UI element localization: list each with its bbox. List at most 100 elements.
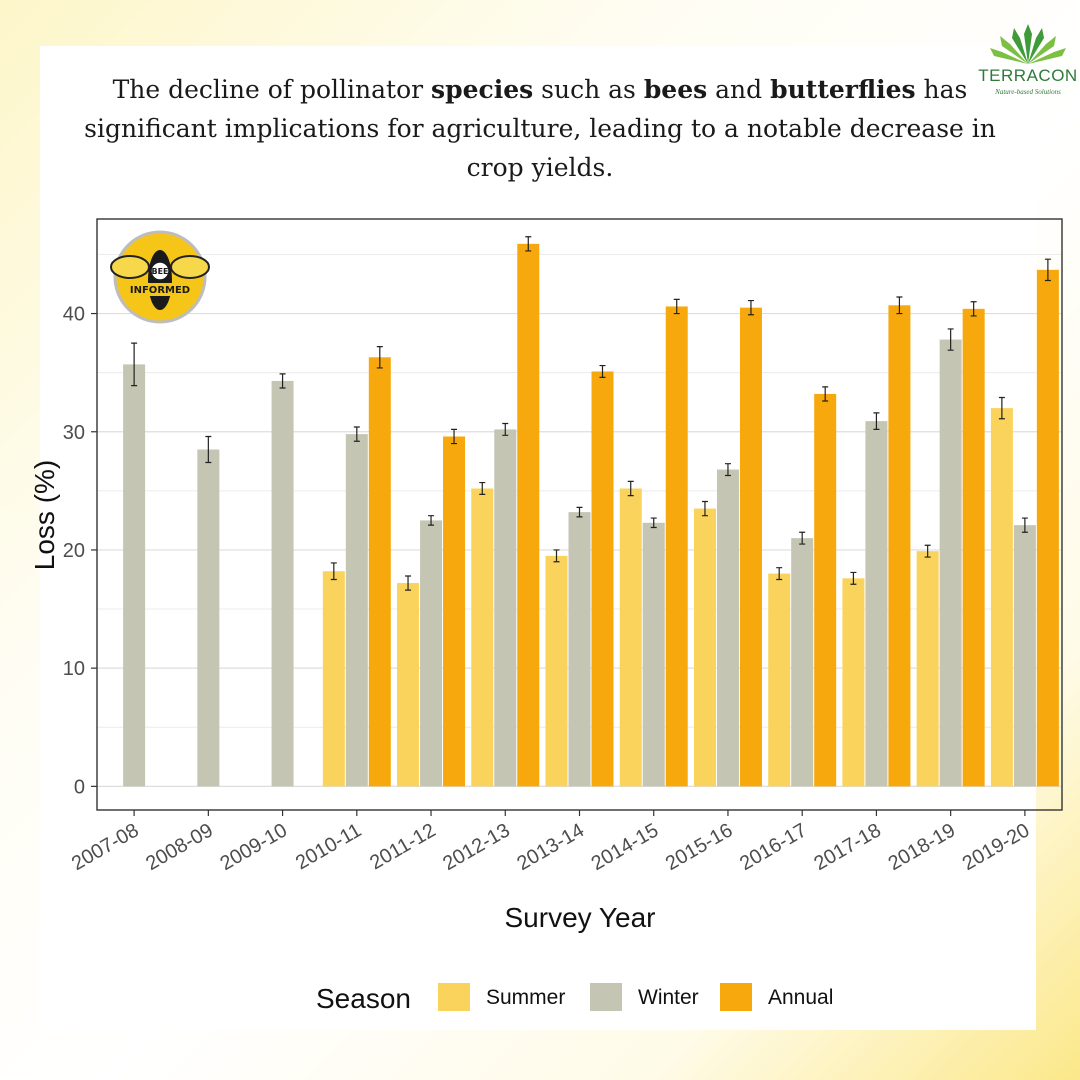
headline: The decline of pollinator species such a… (84, 75, 996, 182)
error-bar (724, 463, 731, 477)
leaf-icon (990, 24, 1066, 64)
terracon-logo: TERRACON Nature-based Solutions (978, 20, 1078, 102)
error-bar (947, 328, 954, 351)
x-tick-label: 2013-14 (513, 819, 588, 875)
error-bar (479, 481, 486, 496)
bar-winter (1013, 525, 1036, 787)
error-bar (970, 301, 977, 317)
error-bar (405, 575, 412, 591)
bar-annual (665, 306, 688, 787)
bar-winter (271, 380, 294, 787)
error-bar (799, 531, 806, 545)
bar-annual (962, 308, 985, 787)
error-bar (673, 298, 680, 315)
error-bar (998, 396, 1005, 420)
legend-label-winter: Winter (638, 986, 699, 1009)
y-axis-label: Loss (%) (29, 460, 60, 570)
x-tick-label: 2017-18 (810, 819, 885, 875)
x-tick-label: 2007-08 (68, 819, 143, 875)
bar-annual (517, 243, 540, 787)
bar-annual (739, 307, 762, 787)
y-tick-label: 30 (63, 422, 85, 444)
bar-winter (791, 538, 814, 787)
x-tick-label: 2011-12 (366, 819, 439, 874)
error-bar (873, 412, 880, 430)
error-bar (627, 480, 634, 497)
badge-line1: BEE (151, 267, 168, 276)
bar-winter (568, 512, 591, 787)
error-bar (502, 422, 509, 436)
legend-label-summer: Summer (486, 986, 565, 1009)
bar-winter (197, 449, 220, 787)
x-tick-label: 2014-15 (588, 819, 663, 875)
bar-annual (888, 305, 911, 787)
bar-summer (619, 488, 642, 787)
y-tick-label: 0 (74, 776, 85, 798)
legend-swatch-winter (590, 983, 622, 1011)
y-tick-label: 20 (63, 540, 85, 562)
error-bar (599, 364, 606, 378)
x-tick-label: 2015-16 (662, 819, 737, 875)
bar-winter (123, 364, 146, 787)
bar-summer (397, 583, 420, 787)
bar-annual (591, 371, 614, 787)
bar-summer (990, 408, 1013, 787)
error-bar (822, 386, 829, 402)
bar-summer (768, 573, 791, 787)
bar-annual (368, 357, 391, 787)
legend-label-annual: Annual (768, 986, 833, 1009)
error-bar (701, 500, 708, 517)
error-bar (576, 506, 583, 518)
error-bar (451, 428, 458, 445)
error-bar (776, 567, 783, 581)
bar-winter (494, 429, 517, 787)
bee-wing-left-icon (110, 255, 150, 279)
x-tick-label: 2009-10 (217, 819, 292, 875)
legend-swatch-summer (438, 983, 470, 1011)
error-bar (747, 299, 754, 316)
legend: Season Summer Winter Annual (316, 983, 833, 1014)
bar-summer (693, 508, 716, 787)
bar-summer (471, 488, 494, 787)
bee-informed-badge: BEE INFORMED (110, 230, 210, 324)
x-tick-label: 2016-17 (736, 819, 811, 875)
bar-winter (345, 434, 368, 787)
bee-wing-right-icon (170, 255, 210, 279)
x-tick-label: 2019-20 (959, 819, 1034, 875)
bar-winter (420, 520, 443, 787)
bar-summer (545, 555, 568, 787)
x-tick-label: 2018-19 (885, 819, 960, 875)
error-bar (330, 562, 337, 581)
bar-annual (814, 393, 837, 787)
bar-winter (642, 522, 665, 787)
bar-winter (865, 421, 888, 787)
x-tick-label: 2008-09 (142, 819, 217, 875)
error-bar (353, 426, 360, 442)
x-axis-label: Survey Year (505, 902, 656, 933)
error-bar (1021, 517, 1028, 533)
error-bar (924, 544, 931, 558)
error-bar (650, 517, 657, 529)
x-tick-label: 2010-11 (292, 819, 365, 874)
error-bar (131, 342, 138, 387)
bar-summer (916, 551, 939, 787)
error-bar (553, 549, 560, 563)
error-bar (525, 236, 532, 252)
legend-title: Season (316, 983, 411, 1014)
bar-summer (842, 578, 865, 787)
error-bar (1044, 258, 1051, 282)
error-bar (896, 296, 903, 315)
badge-line2: INFORMED (130, 285, 190, 296)
bar-annual (443, 436, 466, 787)
y-tick-label: 10 (63, 658, 85, 680)
x-tick-label: 2012-13 (439, 819, 514, 875)
error-bar (428, 515, 435, 526)
brand-name: TERRACON (978, 66, 1078, 85)
error-bar (850, 571, 857, 585)
error-bar (205, 435, 212, 464)
error-bar (279, 373, 286, 389)
brand-tagline: Nature-based Solutions (995, 88, 1061, 96)
legend-swatch-annual (720, 983, 752, 1011)
y-tick-label: 40 (63, 304, 85, 326)
